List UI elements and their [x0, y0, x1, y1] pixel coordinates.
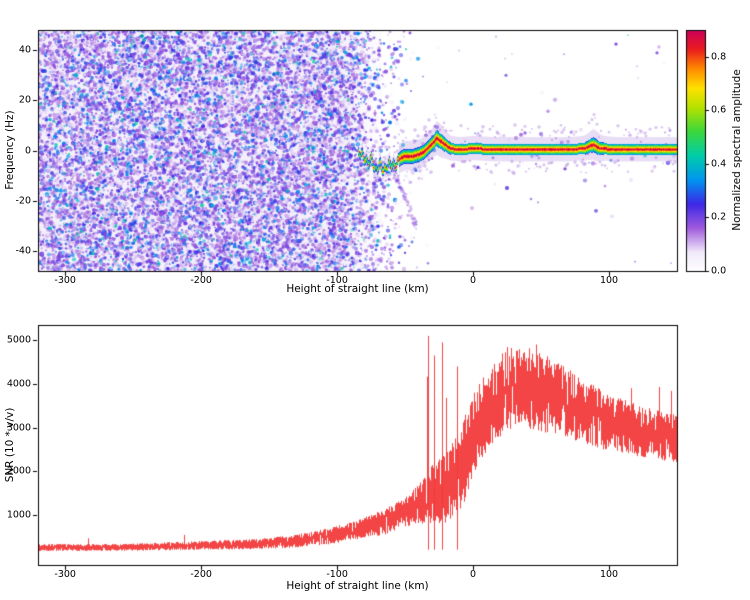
snr-line-plot	[0, 300, 750, 600]
colorbar-label: Normalized spectral amplitude	[731, 69, 743, 231]
snr-xlabel: Height of straight line (km)	[286, 580, 429, 592]
spectrogram-heatmap	[0, 0, 750, 300]
heatmap-xlabel: Height of straight line (km)	[286, 283, 429, 295]
snr-ylabel: SNR (10 * v/v)	[4, 407, 16, 483]
heatmap-ylabel: Frequency (Hz)	[4, 110, 16, 190]
